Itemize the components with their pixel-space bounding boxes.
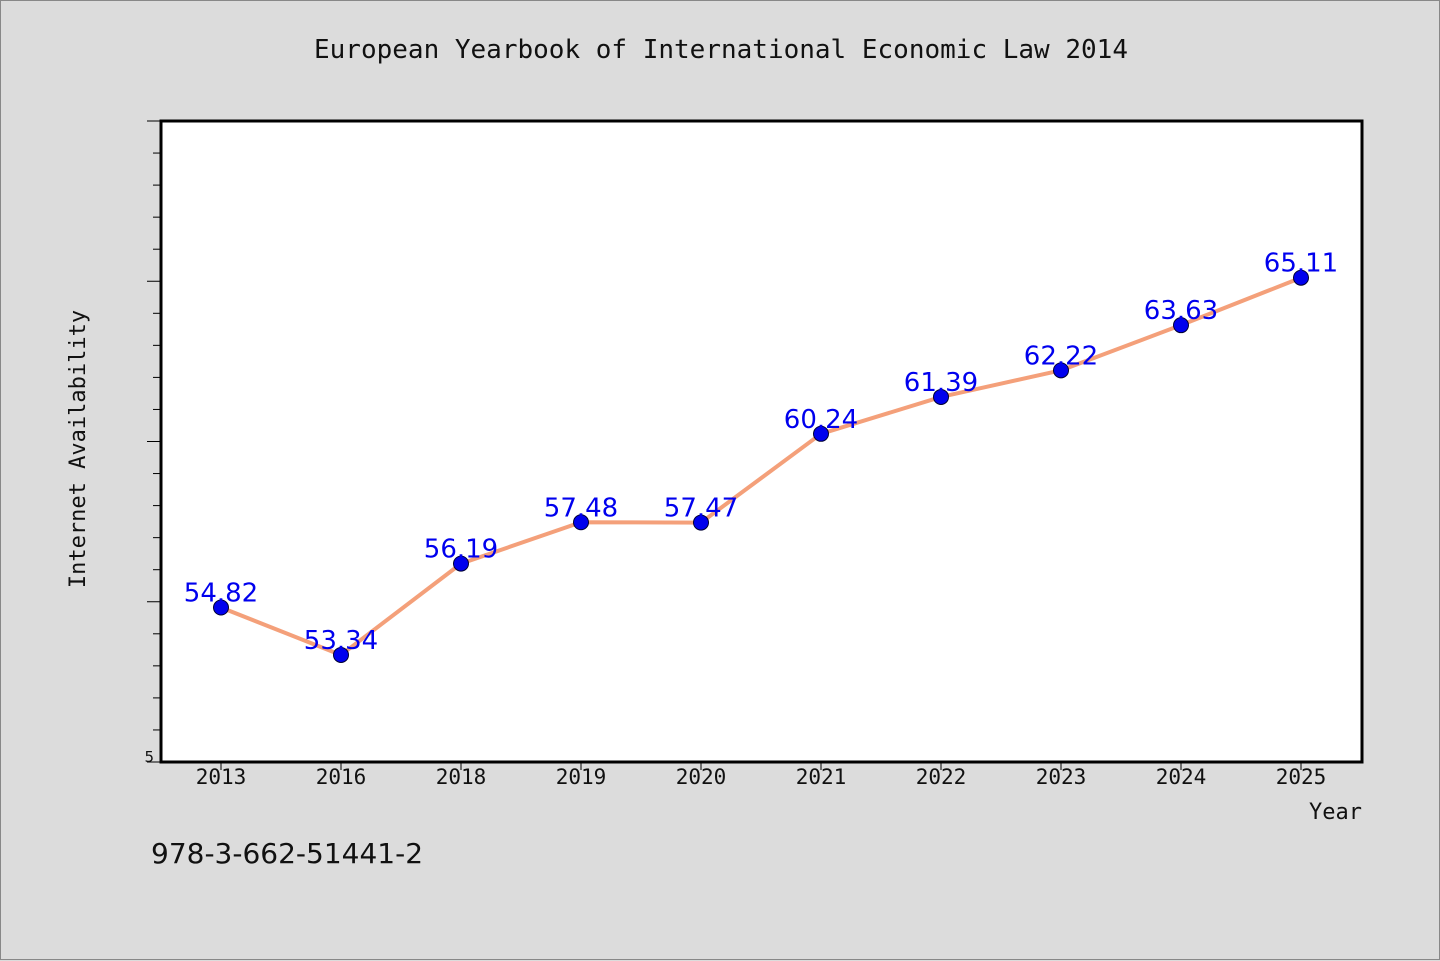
y-tick-label: 5 bbox=[144, 748, 154, 766]
data-label: 61.39 bbox=[904, 368, 978, 398]
x-tick-label: 2023 bbox=[1036, 765, 1087, 789]
isbn-label: 978-3-662-51441-2 bbox=[151, 837, 424, 870]
x-tick-label: 2018 bbox=[436, 765, 487, 789]
data-label: 65.11 bbox=[1264, 249, 1338, 279]
x-tick-label: 2024 bbox=[1156, 765, 1207, 789]
x-tick-label: 2013 bbox=[196, 765, 247, 789]
x-tick-label: 2020 bbox=[676, 765, 727, 789]
data-label: 63.63 bbox=[1144, 296, 1218, 326]
x-axis-label: Year bbox=[1309, 800, 1362, 825]
data-point bbox=[693, 514, 709, 531]
x-tick-label: 2019 bbox=[556, 765, 607, 789]
data-label: 57.48 bbox=[544, 493, 618, 523]
data-point bbox=[1293, 269, 1309, 286]
x-tick-label: 2016 bbox=[316, 765, 367, 789]
data-point bbox=[813, 425, 829, 442]
data-point bbox=[1173, 317, 1189, 334]
data-label: 53.34 bbox=[304, 626, 378, 656]
chart-title: European Yearbook of International Econo… bbox=[314, 35, 1128, 65]
data-label: 57.47 bbox=[664, 494, 738, 524]
series-line bbox=[219, 275, 1303, 657]
plot-area bbox=[159, 119, 1364, 764]
data-point bbox=[213, 599, 229, 616]
data-point bbox=[933, 388, 949, 405]
x-tick-label: 2021 bbox=[796, 765, 847, 789]
data-point bbox=[453, 555, 469, 572]
x-tick-label: 2022 bbox=[916, 765, 967, 789]
y-axis-label: Internet Availability bbox=[66, 310, 91, 588]
x-tick-label: 2025 bbox=[1276, 765, 1327, 789]
data-label: 56.19 bbox=[424, 535, 498, 565]
data-point bbox=[573, 514, 589, 531]
data-label: 54.82 bbox=[184, 579, 258, 609]
data-point bbox=[1053, 362, 1069, 379]
data-label: 60.24 bbox=[784, 405, 858, 435]
data-label: 62.22 bbox=[1024, 341, 1098, 371]
data-point bbox=[333, 646, 349, 663]
